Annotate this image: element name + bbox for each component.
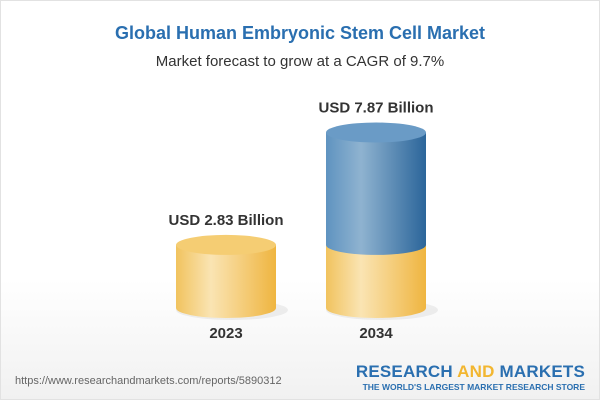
source-url[interactable]: https://www.researchandmarkets.com/repor… (15, 375, 282, 387)
logo: RESEARCH AND MARKETS (355, 362, 585, 381)
category-label: 2023 (209, 325, 242, 342)
cylinder-base-segment-2023 (176, 244, 276, 318)
cylinder-top-2023 (176, 234, 276, 255)
cylinder-top-2034 (326, 122, 426, 143)
cylinder-base-segment-2034 (326, 244, 426, 318)
chart-title: Global Human Embryonic Stem Cell Market (114, 23, 486, 43)
logo-tagline: THE WORLD'S LARGEST MARKET RESEARCH STOR… (362, 382, 585, 392)
value-label: USD 2.83 Billion (168, 212, 283, 229)
chart-subtitle: Market forecast to grow at a CAGR of 9.7… (155, 53, 445, 70)
cylinder-growth-segment-2034 (326, 132, 426, 255)
value-label: USD 7.87 Billion (318, 99, 433, 116)
category-label: 2034 (359, 325, 393, 342)
